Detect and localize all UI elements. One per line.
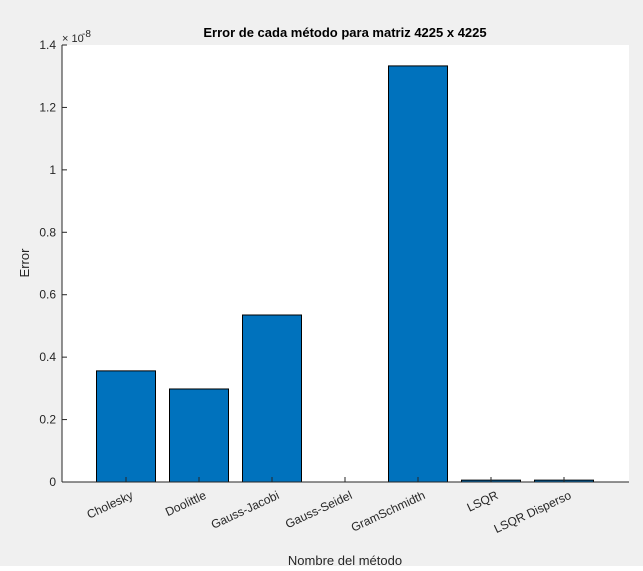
bar — [96, 370, 156, 483]
y-axis-exponent-base: × 10 — [62, 33, 84, 45]
chart-title: Error de cada método para matriz 4225 x … — [203, 25, 486, 40]
y-tick-label: 1.4 — [39, 38, 56, 52]
bar — [242, 314, 302, 483]
bar — [388, 65, 448, 483]
y-tick-label: 0.2 — [39, 413, 56, 427]
y-tick-label: 1 — [49, 163, 56, 177]
x-axis-label: Nombre del método — [288, 553, 402, 568]
y-axis-label: Error — [17, 248, 32, 278]
y-tick-label: 0.4 — [39, 350, 56, 364]
y-tick-label: 0.6 — [39, 288, 56, 302]
y-ticks-group: 0 0.2 0.4 0.6 0.8 1 1.2 1.4 — [39, 38, 67, 489]
plot-area — [62, 45, 629, 482]
y-tick-label: 1.2 — [39, 100, 56, 114]
y-tick-label: 0.8 — [39, 225, 56, 239]
y-tick-label: 0 — [49, 475, 56, 489]
bar — [169, 388, 229, 483]
partial-text-strip — [0, 566, 643, 571]
bars-group — [96, 65, 594, 483]
y-axis-exponent-power: -8 — [82, 29, 91, 40]
y-axis-exponent: × 10 -8 — [62, 29, 91, 45]
